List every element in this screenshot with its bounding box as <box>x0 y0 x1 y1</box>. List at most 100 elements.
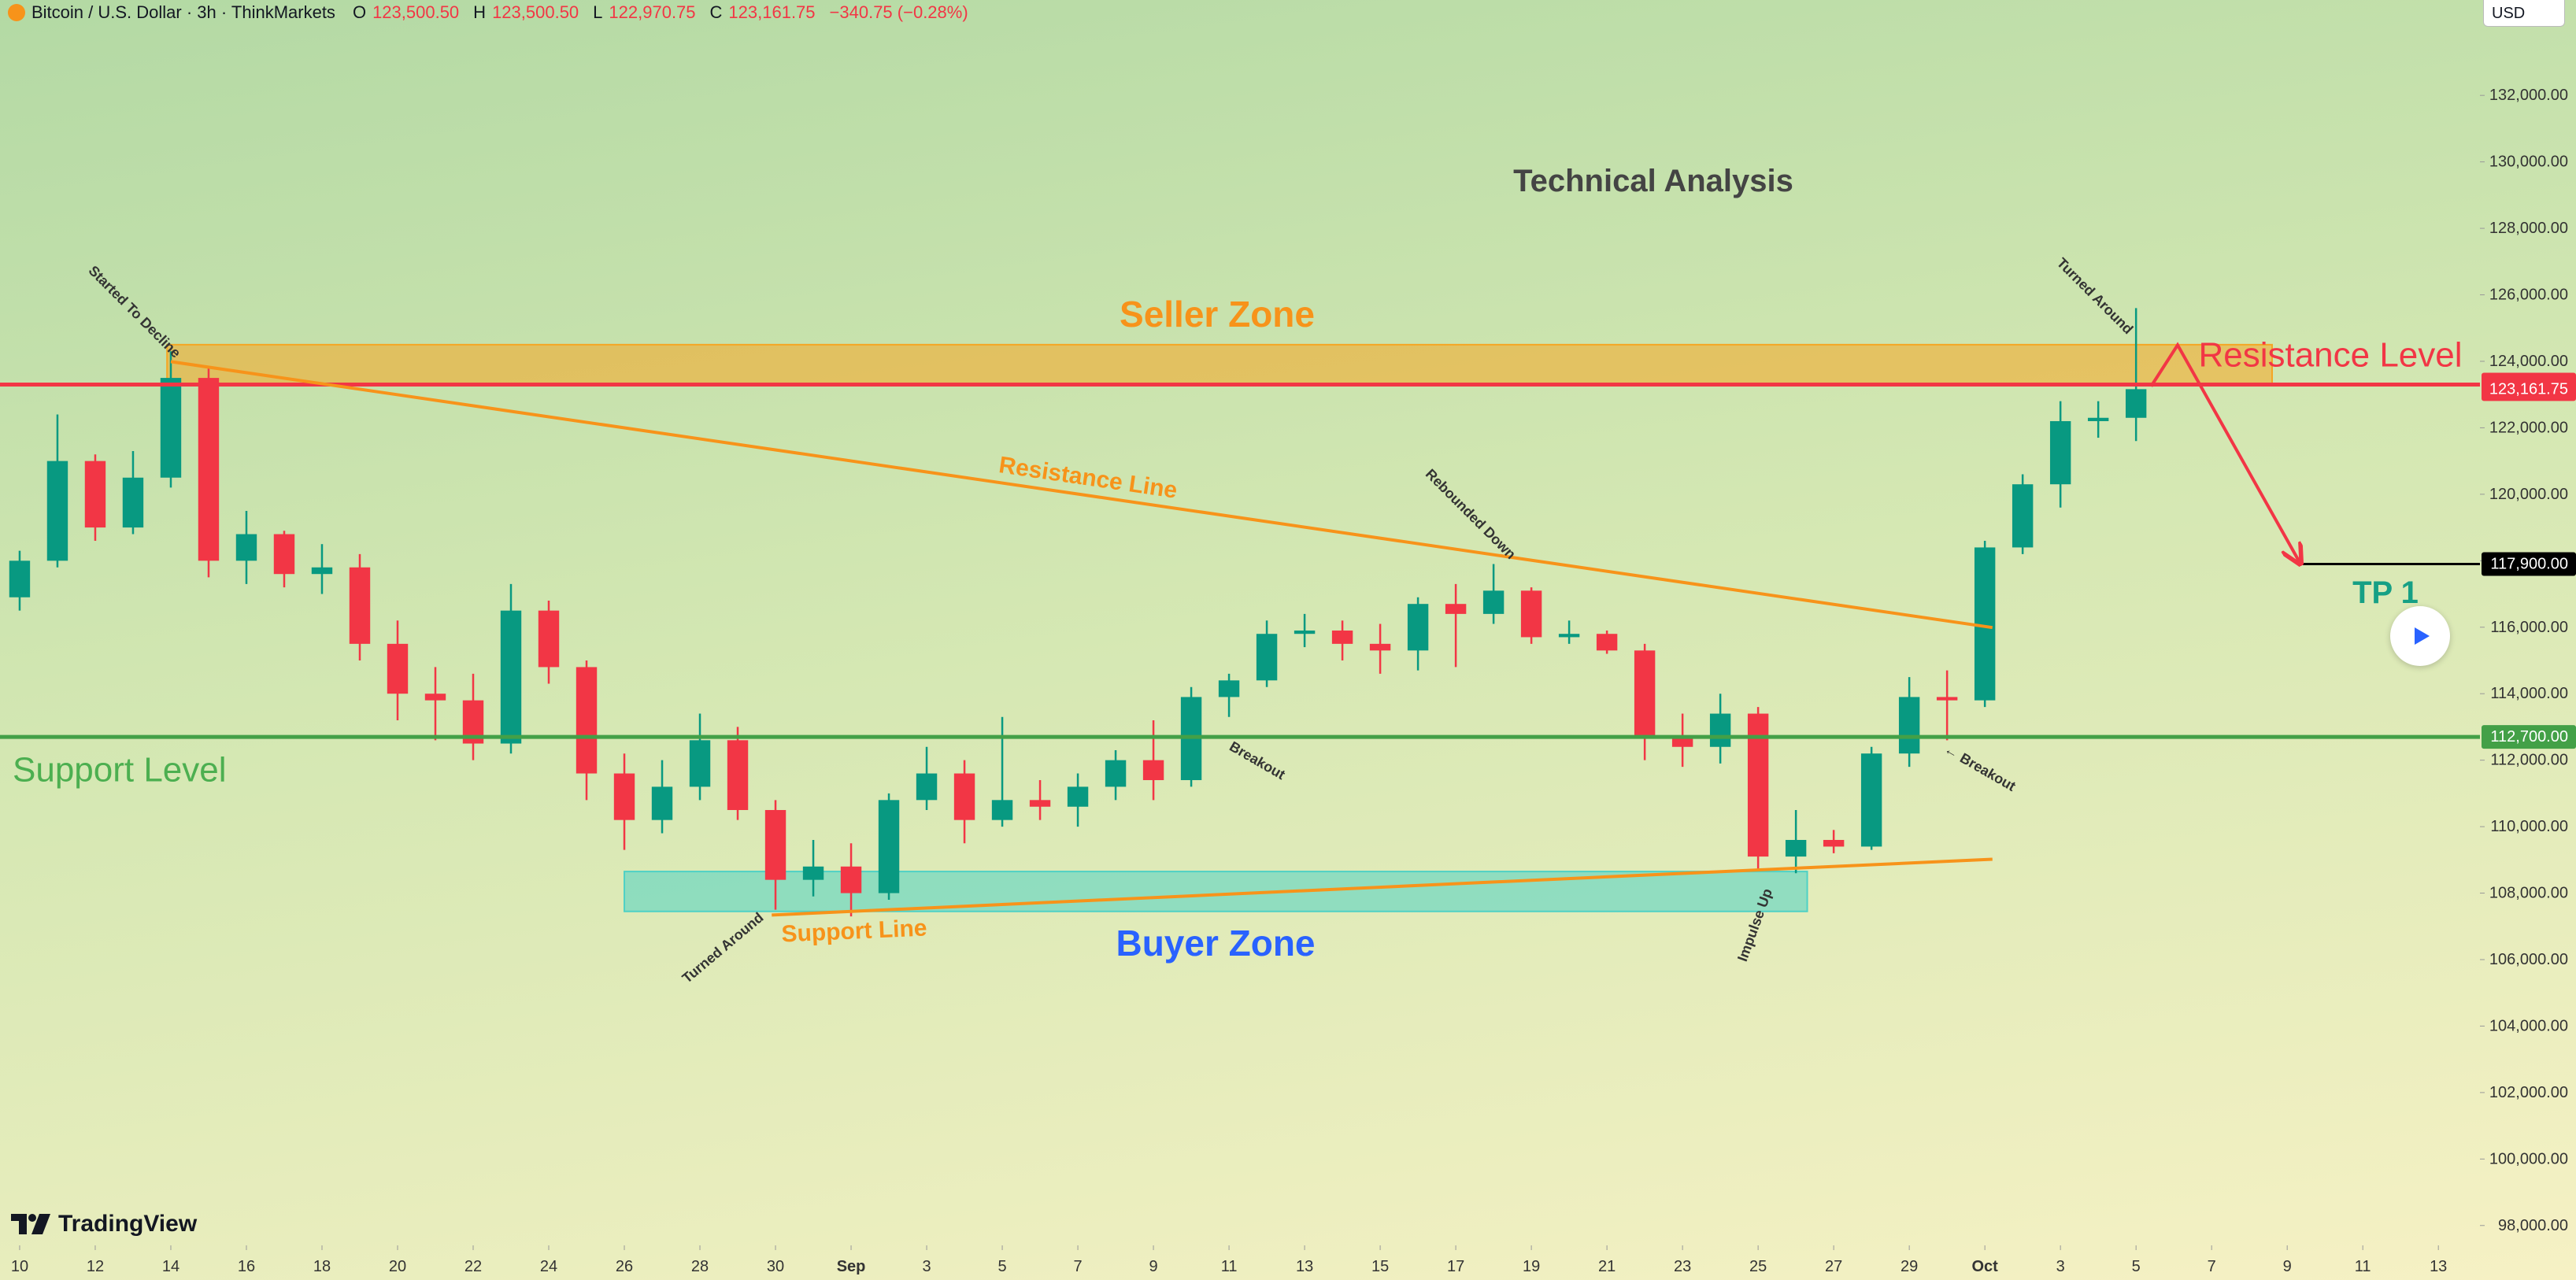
zone <box>624 871 1808 912</box>
candle-body <box>2012 484 2034 548</box>
x-tick-label: 9 <box>1149 1258 1158 1275</box>
price-badge-label: 123,161.75 <box>2489 380 2568 398</box>
candle-body <box>1596 634 1618 651</box>
change-value: −340.75 (−0.28%) <box>829 2 968 22</box>
candle-body <box>1520 590 1542 638</box>
candle-body <box>840 866 862 893</box>
candle-body <box>878 800 900 893</box>
candle-body <box>1671 737 1693 747</box>
candle-body <box>1898 697 1920 754</box>
x-tick-label: 30 <box>767 1258 784 1275</box>
close-label: C <box>709 2 723 22</box>
y-tick-label: 130,000.00 <box>2489 154 2568 171</box>
y-tick-label: 106,000.00 <box>2489 951 2568 968</box>
level-label: Resistance Level <box>2198 336 2462 375</box>
y-tick-label: 114,000.00 <box>2490 685 2568 702</box>
candle-body <box>1294 630 1316 634</box>
candle-body <box>1407 604 1429 651</box>
x-tick-label: 19 <box>1523 1258 1540 1275</box>
candle-body <box>2125 389 2147 418</box>
y-tick-label: 102,000.00 <box>2489 1084 2568 1101</box>
y-tick-label: 132,000.00 <box>2489 87 2568 104</box>
y-tick-label: 110,000.00 <box>2490 818 2568 835</box>
candle-body <box>1029 800 1051 807</box>
candle-body <box>538 610 560 668</box>
symbol-name: Bitcoin / U.S. Dollar · 3h · ThinkMarket… <box>31 2 335 22</box>
candle-body <box>1482 590 1505 614</box>
candle-body <box>1785 839 1807 857</box>
annotation: Turned Around <box>2054 255 2137 338</box>
candle-body <box>235 534 257 561</box>
x-tick-label: 7 <box>2208 1258 2216 1275</box>
brand-name: TradingView <box>58 1211 198 1237</box>
x-tick-label: 27 <box>1825 1258 1842 1275</box>
level-label: TP 1 <box>2352 575 2419 610</box>
candle-body <box>1558 634 1580 638</box>
price-badge <box>2482 552 2576 576</box>
chart-title: Technical Analysis <box>1513 164 1793 198</box>
candle-body <box>1936 697 1958 701</box>
currency-button[interactable]: USD <box>2483 0 2565 27</box>
annotation: Started To Decline <box>86 263 184 361</box>
candle-body <box>160 378 182 478</box>
play-icon <box>2415 627 2430 645</box>
candle-body <box>651 786 673 820</box>
candle-body <box>1709 713 1731 747</box>
candle-body <box>1823 839 1845 847</box>
y-tick-label: 126,000.00 <box>2489 287 2568 304</box>
zone-label: Seller Zone <box>1120 294 1315 335</box>
candle-body <box>122 477 144 528</box>
y-tick-label: 120,000.00 <box>2489 486 2568 503</box>
x-tick-label: 13 <box>2430 1258 2447 1275</box>
x-tick-label: 5 <box>2132 1258 2141 1275</box>
zone <box>166 343 2273 386</box>
x-tick-label: 18 <box>313 1258 331 1275</box>
brand-logo <box>11 1214 50 1234</box>
candle-body <box>2049 420 2071 485</box>
candle-body <box>311 567 333 575</box>
projection-arrow <box>2149 342 2300 564</box>
x-tick-label: 20 <box>389 1258 406 1275</box>
x-tick-label: 11 <box>1221 1258 1238 1275</box>
candle-body <box>802 866 824 880</box>
x-tick-label: 28 <box>691 1258 709 1275</box>
candle-body <box>613 773 635 820</box>
x-tick-label: 3 <box>922 1258 931 1275</box>
symbol-icon <box>8 4 25 21</box>
x-tick-label: 12 <box>87 1258 104 1275</box>
candle-body <box>1218 680 1240 697</box>
symbol-header: Bitcoin / U.S. Dollar · 3h · ThinkMarket… <box>8 2 976 23</box>
candle-body <box>953 773 975 820</box>
play-button[interactable] <box>2390 606 2450 666</box>
x-tick-label: Sep <box>837 1258 866 1275</box>
candle-body <box>1256 634 1278 681</box>
y-tick-label: 98,000.00 <box>2498 1217 2568 1234</box>
candle-body <box>46 461 68 561</box>
x-tick-label: 17 <box>1447 1258 1464 1275</box>
x-tick-label: 7 <box>1074 1258 1083 1275</box>
x-tick-label: 29 <box>1901 1258 1918 1275</box>
y-tick-label: 104,000.00 <box>2489 1017 2568 1034</box>
candle-body <box>500 610 522 744</box>
x-tick-label: 3 <box>2056 1258 2065 1275</box>
trend-line-label: Support Line <box>781 915 927 947</box>
high-label: H <box>473 2 487 22</box>
y-tick-label: 100,000.00 <box>2489 1150 2568 1167</box>
x-tick-label: 21 <box>1598 1258 1616 1275</box>
x-tick-label: 11 <box>2355 1258 2371 1275</box>
candle-body <box>349 567 371 644</box>
y-tick-label: 108,000.00 <box>2489 885 2568 902</box>
x-tick-label: 22 <box>464 1258 482 1275</box>
candle-body <box>1331 630 1353 644</box>
open-value: 123,500.50 <box>372 2 460 22</box>
x-tick-label: 10 <box>11 1258 28 1275</box>
x-tick-label: 5 <box>997 1258 1006 1275</box>
x-tick-label: 24 <box>540 1258 557 1275</box>
y-tick-label: 128,000.00 <box>2489 220 2568 237</box>
open-label: O <box>352 2 367 22</box>
candle-body <box>1105 760 1127 787</box>
y-tick-label: 122,000.00 <box>2489 419 2568 436</box>
candle-body <box>1634 650 1656 738</box>
